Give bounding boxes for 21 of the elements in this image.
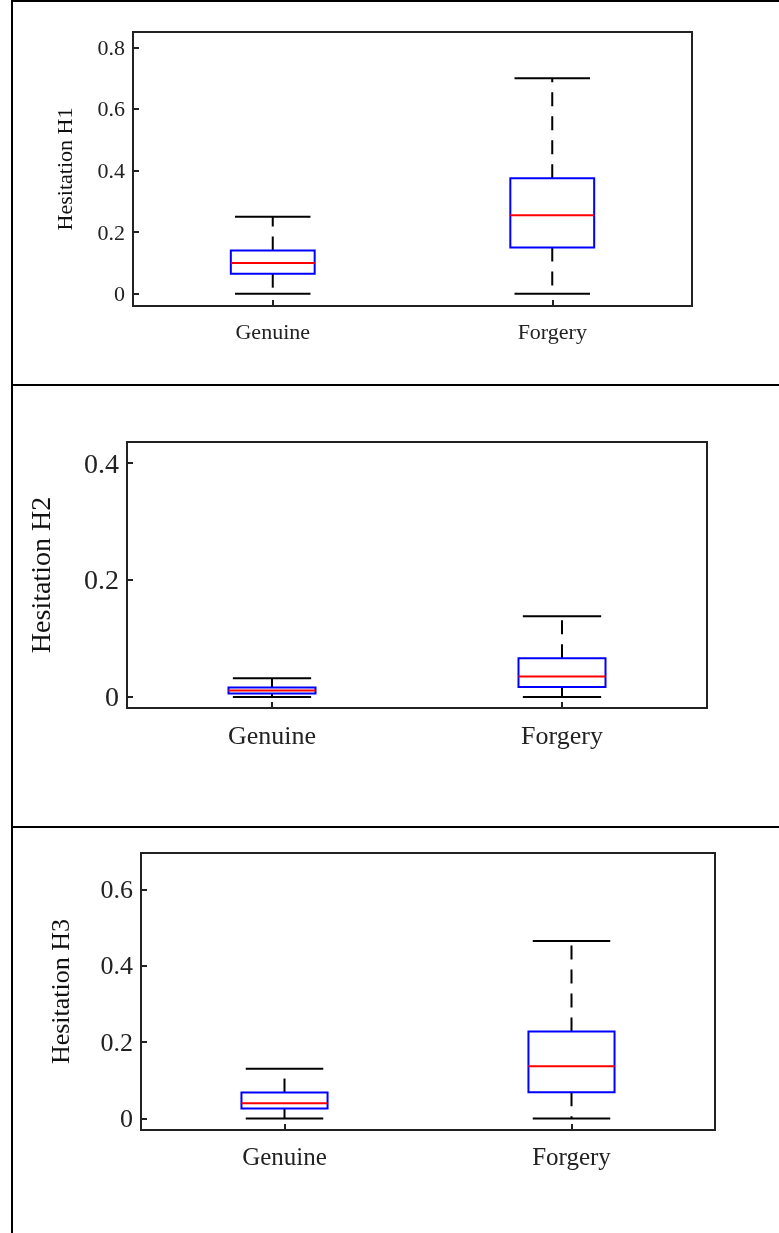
x-tick-label: Genuine — [235, 318, 311, 344]
y-tick-label: 0.2 — [84, 564, 119, 596]
y-tick-label: 0.4 — [100, 951, 133, 981]
x-tick-label: Forgery — [517, 318, 587, 344]
y-tick-label: 0.6 — [97, 96, 125, 122]
x-tick-label: Genuine — [242, 1143, 327, 1170]
y-tick-label: 0.2 — [97, 219, 125, 245]
y-axis-title: Hesitation H3 — [45, 918, 75, 1065]
y-tick-label: 0.6 — [100, 874, 133, 904]
y-tick-label: 0.8 — [97, 34, 125, 60]
y-tick-label: 0.2 — [100, 1027, 133, 1057]
y-tick-label: 0 — [120, 1104, 133, 1134]
y-tick-label: 0 — [114, 281, 125, 307]
x-tick-label: Forgery — [532, 1143, 612, 1170]
y-tick-label: 0 — [105, 681, 119, 713]
y-tick-label: 0.4 — [97, 158, 125, 184]
x-tick-label: Genuine — [227, 720, 317, 750]
y-axis-title: Hesitation H1 — [52, 107, 78, 231]
y-tick-label: 0.4 — [84, 447, 119, 479]
y-axis-title: Hesitation H2 — [24, 496, 56, 654]
x-tick-label: Forgery — [521, 720, 603, 750]
